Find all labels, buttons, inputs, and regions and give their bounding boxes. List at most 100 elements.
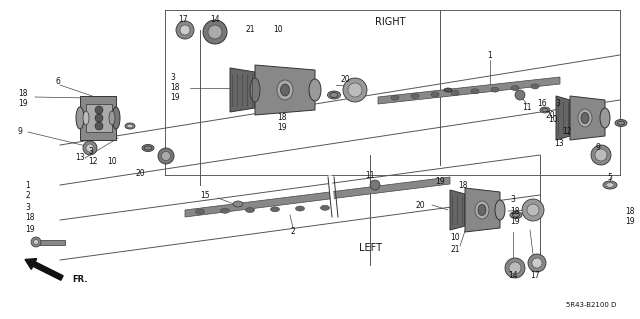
Circle shape (370, 180, 380, 190)
Text: 19: 19 (277, 123, 287, 132)
Circle shape (86, 144, 94, 152)
Circle shape (343, 78, 367, 102)
Text: 11: 11 (365, 170, 375, 180)
Text: 18: 18 (458, 181, 468, 189)
Polygon shape (556, 96, 570, 140)
FancyArrow shape (25, 259, 63, 280)
Circle shape (31, 237, 41, 247)
Ellipse shape (112, 107, 120, 129)
Ellipse shape (321, 205, 330, 210)
Polygon shape (86, 104, 112, 132)
Text: 15: 15 (200, 191, 210, 201)
Text: 10: 10 (548, 115, 558, 124)
Text: 19: 19 (18, 99, 28, 108)
Polygon shape (255, 65, 315, 115)
Ellipse shape (606, 183, 614, 187)
Ellipse shape (127, 124, 133, 128)
Ellipse shape (328, 91, 340, 99)
Text: 1: 1 (25, 181, 29, 189)
Circle shape (348, 83, 362, 97)
Text: 9: 9 (18, 128, 23, 137)
Polygon shape (80, 96, 116, 140)
Ellipse shape (451, 90, 459, 95)
Ellipse shape (600, 108, 610, 128)
Ellipse shape (615, 120, 627, 127)
Text: 1: 1 (488, 50, 492, 60)
Circle shape (176, 21, 194, 39)
Text: 12: 12 (88, 158, 97, 167)
Ellipse shape (475, 201, 489, 219)
Text: 6: 6 (55, 78, 60, 86)
Text: 19: 19 (435, 177, 445, 187)
Text: 19: 19 (170, 93, 180, 102)
Text: 18: 18 (625, 207, 634, 217)
Circle shape (515, 90, 525, 100)
Text: 18: 18 (277, 114, 287, 122)
Text: 13: 13 (75, 153, 84, 162)
Polygon shape (185, 177, 450, 217)
Text: 14: 14 (210, 16, 220, 25)
Circle shape (95, 122, 103, 130)
Ellipse shape (391, 95, 399, 100)
Ellipse shape (109, 111, 115, 125)
Circle shape (532, 258, 542, 268)
Text: 18: 18 (25, 213, 35, 222)
Text: 21: 21 (245, 26, 255, 34)
Text: 13: 13 (554, 138, 564, 147)
Ellipse shape (125, 123, 135, 129)
Polygon shape (378, 77, 560, 104)
Text: 19: 19 (625, 218, 635, 226)
Text: 10: 10 (107, 158, 116, 167)
Text: 10: 10 (450, 234, 460, 242)
Circle shape (95, 106, 103, 114)
Text: FR.: FR. (72, 275, 88, 284)
Text: 5R43-B2100 D: 5R43-B2100 D (566, 302, 616, 308)
Text: 11: 11 (522, 103, 532, 113)
Text: 20: 20 (415, 201, 425, 210)
Ellipse shape (277, 80, 293, 100)
Ellipse shape (431, 92, 439, 97)
Text: 20: 20 (340, 76, 350, 85)
Text: 2: 2 (291, 227, 296, 236)
Circle shape (180, 25, 190, 35)
Ellipse shape (280, 84, 289, 96)
Ellipse shape (603, 181, 617, 189)
Ellipse shape (531, 84, 539, 89)
Circle shape (527, 204, 539, 216)
Ellipse shape (471, 89, 479, 94)
Text: 18: 18 (170, 84, 179, 93)
Circle shape (33, 240, 38, 244)
Ellipse shape (495, 200, 505, 220)
Text: 19: 19 (25, 225, 35, 234)
Text: 18: 18 (18, 88, 28, 98)
Ellipse shape (581, 113, 589, 123)
Text: 3: 3 (170, 73, 175, 83)
Circle shape (522, 199, 544, 221)
Ellipse shape (221, 208, 230, 213)
Ellipse shape (296, 206, 305, 211)
Circle shape (509, 262, 521, 274)
Text: 3: 3 (510, 196, 515, 204)
Ellipse shape (510, 211, 522, 219)
Circle shape (83, 141, 97, 155)
Text: 14: 14 (508, 271, 518, 280)
Text: 18: 18 (510, 206, 520, 216)
Text: 17: 17 (530, 271, 540, 280)
Text: 3: 3 (25, 203, 30, 211)
Ellipse shape (511, 85, 519, 91)
Polygon shape (230, 68, 255, 112)
Text: 12: 12 (562, 128, 572, 137)
Text: 20: 20 (545, 110, 555, 120)
Polygon shape (38, 240, 65, 245)
Text: 9: 9 (596, 144, 601, 152)
Ellipse shape (250, 78, 260, 102)
Ellipse shape (578, 109, 592, 127)
Circle shape (595, 149, 607, 161)
Circle shape (95, 114, 103, 122)
Ellipse shape (142, 145, 154, 152)
Ellipse shape (540, 107, 550, 113)
Ellipse shape (246, 208, 255, 212)
Text: 16: 16 (537, 99, 547, 108)
Text: 21: 21 (451, 246, 460, 255)
Circle shape (528, 254, 546, 272)
